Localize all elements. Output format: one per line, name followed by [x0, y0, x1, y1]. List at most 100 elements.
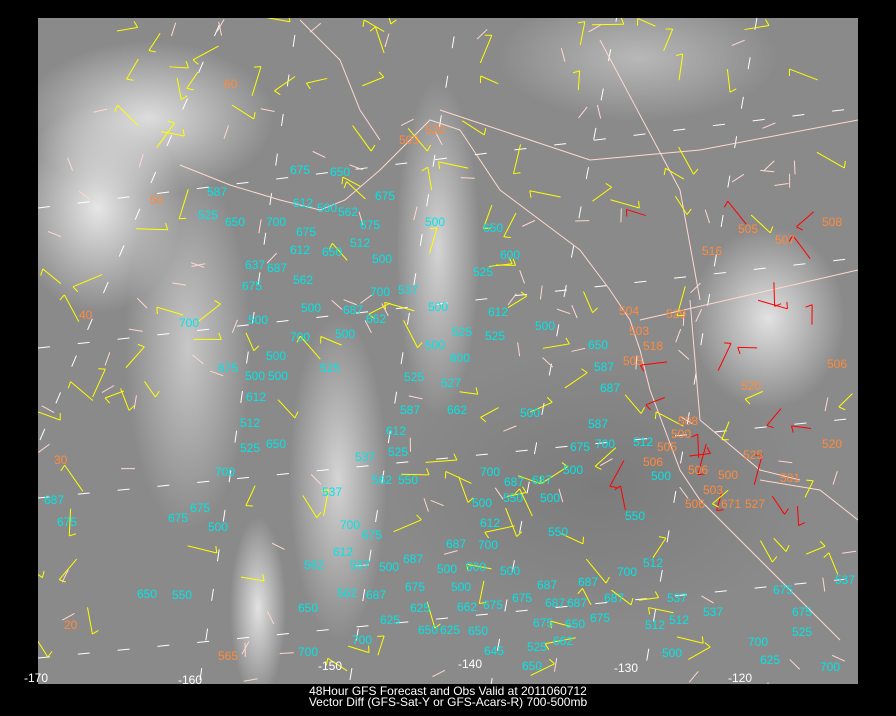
model-wind-vector	[384, 33, 390, 48]
sat-pressure-label: 562	[337, 586, 358, 600]
wind-barb	[577, 21, 585, 24]
model-wind-vector	[218, 21, 223, 36]
model-wind-vector	[266, 611, 275, 625]
sat-pressure-label: 650	[418, 623, 439, 637]
sat-pressure-label: 650	[522, 659, 543, 673]
sat-pressure-label: 687	[567, 596, 588, 610]
acars-pressure-label: 565	[218, 649, 239, 663]
sat-pressure-label: 500	[500, 564, 521, 578]
sat-wind-vector	[676, 286, 686, 317]
wind-barb	[786, 301, 788, 309]
sat-wind-vector	[541, 466, 568, 484]
model-wind-vector	[400, 118, 414, 126]
sat-wind-vector	[342, 176, 361, 187]
sat-pressure-label: 675	[168, 511, 189, 525]
sat-pressure-label: 650	[137, 587, 158, 601]
sat-wind-vector	[186, 71, 199, 89]
sat-wind-vector	[688, 646, 711, 660]
sat-wind-vector	[299, 335, 321, 360]
acars-pressure-label: 520	[425, 123, 446, 137]
sat-pressure-label: 700	[370, 285, 391, 299]
wind-barb	[784, 508, 789, 515]
wind-barb	[104, 397, 111, 404]
sat-wind-vector	[611, 589, 632, 606]
sat-wind-vector	[678, 146, 695, 175]
sat-wind-vector	[561, 533, 584, 545]
sat-wind-vector	[594, 447, 617, 467]
sat-wind-vector	[744, 25, 770, 31]
acars-pressure-label: 503	[399, 133, 420, 147]
model-wind-vector	[778, 460, 793, 464]
acars-pressure-label: 529	[666, 307, 687, 321]
wind-barb	[691, 433, 698, 438]
acars-pressure-label: 671	[721, 497, 742, 511]
sat-pressure-label: 525	[473, 265, 494, 279]
sat-pressure-label: 687	[545, 596, 566, 610]
model-wind-vector	[364, 320, 372, 334]
sat-pressure-label: 612	[386, 424, 407, 438]
sat-wind-vector	[583, 291, 594, 313]
sat-wind-vector	[64, 464, 84, 492]
model-wind-vector	[704, 209, 711, 224]
wind-barb	[321, 489, 329, 492]
sat-pressure-label: 625	[440, 623, 461, 637]
wind-barb	[156, 307, 158, 315]
sat-wind-vector	[362, 76, 385, 87]
sat-pressure-label: 537	[835, 573, 856, 587]
wind-barb	[640, 407, 645, 414]
model-wind-vector	[842, 550, 857, 554]
sat-wind-vector	[427, 167, 433, 191]
model-wind-vector	[128, 328, 143, 332]
model-wind-vector	[599, 458, 613, 466]
sat-pressure-label: 600	[450, 351, 471, 365]
sat-pressure-label: 550	[398, 473, 419, 487]
wind-barb	[516, 531, 523, 537]
acars-pressure-label: 508	[822, 215, 843, 229]
wind-barb	[438, 161, 441, 169]
wind-barb	[737, 347, 741, 355]
border	[439, 109, 858, 161]
sat-pressure-label: 650	[322, 245, 343, 259]
model-wind-vector	[413, 206, 418, 221]
sat-wind-vector	[529, 190, 561, 198]
sat-wind-vector	[198, 303, 221, 322]
wind-barb	[370, 144, 376, 152]
sat-wind-vector	[86, 607, 93, 635]
sat-pressure-label: 500	[540, 491, 561, 505]
wind-barb	[185, 61, 189, 69]
sat-wind-vector	[156, 122, 175, 148]
wind-barb	[594, 465, 602, 470]
wind-barb	[503, 236, 511, 239]
sat-wind-vector	[678, 53, 684, 81]
sat-pressure-label: 500	[437, 562, 458, 576]
wind-barb	[192, 59, 199, 65]
model-wind-vector	[170, 22, 177, 37]
sat-pressure-label: 675	[375, 189, 396, 203]
border	[639, 269, 858, 321]
model-wind-vector	[460, 177, 475, 179]
latitude-label: 50	[150, 193, 164, 207]
sat-wind-vector	[144, 381, 156, 398]
wind-barb	[69, 533, 77, 537]
sat-pressure-label: 562	[338, 205, 359, 219]
sat-pressure-label: 500	[535, 319, 556, 333]
wind-barb	[72, 286, 79, 293]
acars-wind-vector	[620, 485, 626, 511]
model-wind-vector	[216, 19, 225, 32]
sat-wind-vector	[306, 77, 328, 84]
longitude-label: -170	[24, 671, 49, 685]
sat-wind-vector	[277, 399, 296, 419]
wind-barb	[549, 658, 555, 665]
model-wind-vector	[762, 122, 776, 129]
wind-barb	[182, 128, 185, 137]
wind-barb	[218, 332, 222, 340]
sat-wind-vector	[426, 601, 436, 629]
sat-wind-vector	[70, 381, 94, 401]
sat-pressure-label: 687	[537, 578, 558, 592]
sat-pressure-label: 675	[533, 616, 554, 630]
sat-wind-vector	[805, 545, 826, 555]
wind-barb	[421, 166, 429, 172]
model-wind-vector	[47, 231, 62, 238]
sat-pressure-label: 662	[366, 312, 387, 326]
sat-wind-vector	[638, 597, 659, 601]
